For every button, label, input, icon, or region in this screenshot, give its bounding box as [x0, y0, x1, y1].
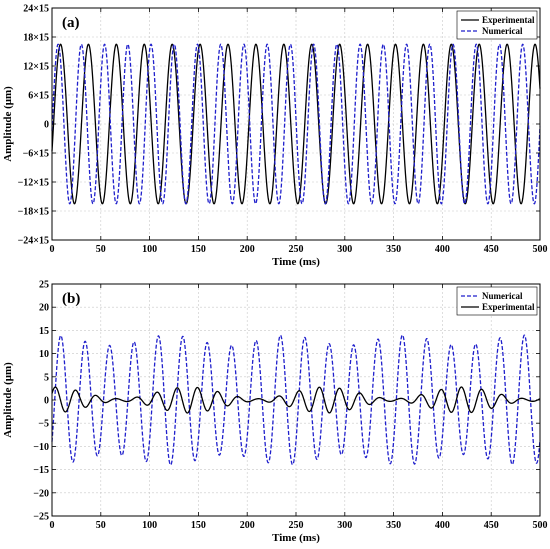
y-tick-label: −24×15: [18, 236, 49, 247]
x-tick-label: 400: [435, 244, 450, 255]
legend-box: [456, 10, 538, 40]
x-tick-label: 150: [191, 520, 206, 531]
y-tick-label: −6×15: [23, 149, 49, 160]
x-axis-label: Time (ms): [272, 256, 320, 268]
x-tick-label: 350: [386, 520, 401, 531]
y-tick-label: −10: [33, 442, 49, 453]
y-tick-label: −12×15: [18, 178, 49, 189]
legend-label: Experimental: [482, 302, 535, 312]
y-tick-label: −5: [38, 419, 49, 430]
y-tick-label: 10: [39, 349, 49, 360]
series-line-numerical: [51, 334, 541, 466]
x-tick-label: 450: [484, 520, 499, 531]
legend-label: Experimental: [482, 15, 535, 25]
panel-label: (b): [62, 291, 80, 307]
chart-panel-a: 0 50 100 150 200 250 300 350 400 450 500 −24×15 −18×…: [2, 4, 548, 269]
x-tick-label: 250: [289, 520, 304, 531]
x-tick-label: 100: [142, 520, 157, 531]
x-tick-label: 450: [484, 244, 499, 255]
y-tick-label: 12×15: [23, 62, 49, 73]
legend-label: Numerical: [482, 26, 523, 36]
x-tick-label: 300: [337, 244, 352, 255]
x-tick-label: 50: [96, 244, 106, 255]
y-tick-label: −15: [33, 465, 49, 476]
y-axis-label: Amplitude (μm): [2, 362, 14, 438]
y-tick-label: 5: [44, 372, 49, 383]
chart-panel-b: 0 50 100 150 200 250 300 350 400 450 500−25−20−15−…: [2, 280, 548, 545]
y-tick-label: 0: [44, 396, 49, 407]
x-tick-label: 150: [191, 244, 206, 255]
y-tick-label: 15: [39, 326, 49, 337]
x-tick-label: 300: [337, 520, 352, 531]
x-tick-label: 100: [142, 244, 157, 255]
y-tick-label: 18×15: [23, 33, 49, 44]
y-tick-label: −20: [33, 488, 49, 499]
series-line-experimental: [51, 386, 541, 414]
x-tick-label: 500: [533, 520, 548, 531]
x-tick-label: 50: [96, 520, 106, 531]
legend-box: [456, 286, 538, 316]
x-tick-label: 0: [50, 520, 55, 531]
y-tick-label: −18×15: [18, 207, 49, 218]
y-axis-label: Amplitude (μm): [2, 86, 14, 162]
y-tick-label: 20: [39, 303, 49, 314]
x-tick-label: 250: [289, 244, 304, 255]
y-tick-label: 6×15: [28, 91, 49, 102]
panel-label: (a): [62, 15, 80, 31]
x-tick-label: 200: [240, 520, 255, 531]
y-tick-label: 24×15: [23, 4, 49, 15]
legend-label: Numerical: [482, 291, 523, 301]
x-tick-label: 0: [50, 244, 55, 255]
x-tick-label: 400: [435, 520, 450, 531]
x-axis-label: Time (ms): [272, 532, 320, 544]
y-tick-label: 0: [44, 120, 49, 131]
x-tick-label: 500: [533, 244, 548, 255]
series-line-numerical: [51, 43, 541, 205]
y-tick-label: 25: [39, 280, 49, 291]
x-tick-label: 350: [386, 244, 401, 255]
x-tick-label: 200: [240, 244, 255, 255]
y-tick-label: −25: [33, 512, 49, 523]
